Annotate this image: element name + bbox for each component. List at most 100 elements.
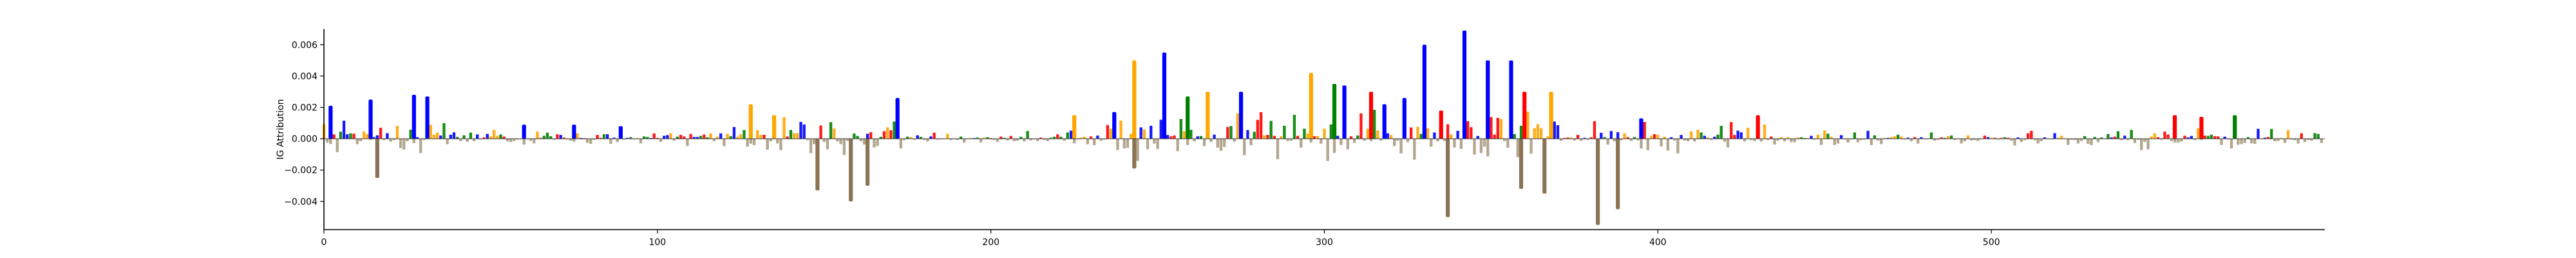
attribution-mark <box>1826 134 1830 139</box>
attribution-mark <box>1796 137 1799 139</box>
attribution-peak <box>1368 92 1374 139</box>
attribution-mark <box>529 139 533 141</box>
attribution-mark <box>1296 135 1300 139</box>
attribution-mark <box>749 139 753 144</box>
attribution-mark <box>859 139 862 142</box>
attribution-mark <box>585 139 589 143</box>
attribution-mark <box>1222 139 1226 147</box>
attribution-mark <box>686 139 689 146</box>
attribution-mark <box>2293 139 2297 141</box>
attribution-peak <box>1616 139 1620 210</box>
attribution-mark <box>1819 139 1823 145</box>
attribution-mark <box>1312 136 1316 139</box>
attribution-mark <box>1202 139 1206 146</box>
attribution-mark <box>679 135 683 139</box>
attribution-mark <box>1646 139 1649 150</box>
attribution-mark <box>1513 134 1516 139</box>
attribution-mark <box>469 132 473 139</box>
attribution-mark <box>1736 130 1739 139</box>
attribution-mark <box>1189 130 1193 139</box>
attribution-mark <box>1600 132 1603 139</box>
attribution-mark <box>1806 137 1810 139</box>
attribution-mark <box>1482 139 1486 147</box>
attribution-mark <box>1129 134 1133 139</box>
attribution-peak <box>1756 115 1760 139</box>
attribution-mark <box>2153 133 2157 139</box>
attribution-mark <box>1096 135 1099 139</box>
attribution-mark <box>462 135 466 139</box>
attribution-mark <box>1609 131 1613 139</box>
y-axis-label: IG Attribution <box>276 99 286 160</box>
attribution-mark <box>1499 119 1503 139</box>
attribution-mark <box>1213 134 1216 139</box>
attribution-mark <box>1676 139 1680 154</box>
x-axis-ticks: 0 100 200 300 400 500 <box>321 230 2000 248</box>
attribution-mark <box>789 130 793 139</box>
attribution-mark <box>605 134 609 139</box>
attribution-mark <box>369 139 372 141</box>
attribution-mark <box>1039 137 1043 139</box>
attribution-mark <box>2150 136 2153 139</box>
attribution-mark <box>2146 139 2150 150</box>
attribution-peak <box>1332 84 1337 139</box>
attribution-mark <box>559 135 562 139</box>
attribution-mark <box>1209 139 1213 143</box>
attribution-mark <box>1116 139 1119 150</box>
attribution-mark <box>656 137 659 139</box>
attribution-mark <box>1466 121 1470 139</box>
attribution-mark <box>1643 122 1646 139</box>
attribution-mark <box>1219 139 1223 151</box>
attribution-mark <box>879 137 882 139</box>
attribution-peak <box>1639 118 1643 139</box>
attribution-mark <box>739 134 743 139</box>
attribution-mark <box>2083 136 2087 139</box>
attribution-peak <box>815 139 820 191</box>
attribution-mark <box>1446 124 1450 139</box>
attribution-mark <box>2107 134 2110 139</box>
attribution-mark <box>1300 139 1303 148</box>
axes: −0.004 −0.002 0.000 0.002 0.004 0.006 0 100 200… <box>284 29 2325 248</box>
attribution-mark <box>1036 139 1039 141</box>
attribution-mark <box>1236 113 1240 139</box>
attribution-mark <box>1726 139 1730 148</box>
attribution-mark <box>1700 132 1703 139</box>
attribution-peak <box>895 97 900 139</box>
attribution-mark <box>359 139 363 141</box>
attribution-mark <box>1393 139 1396 146</box>
attribution-mark <box>1476 135 1479 139</box>
attribution-mark <box>1620 139 1623 141</box>
attribution-mark <box>2116 131 2120 139</box>
attribution-mark <box>2246 137 2250 139</box>
attribution-mark <box>1516 139 1520 157</box>
attribution-mark <box>1640 139 1643 149</box>
attribution-mark <box>886 127 889 139</box>
attribution-mark <box>1243 139 1246 155</box>
attribution-mark <box>1986 137 1990 139</box>
attribution-mark <box>2183 135 2186 139</box>
attribution-mark <box>349 133 352 139</box>
attribution-mark <box>1349 136 1353 139</box>
attribution-mark <box>1170 136 1173 139</box>
attribution-peak <box>865 139 870 186</box>
attribution-mark <box>786 136 789 139</box>
attribution-mark <box>1263 135 1266 139</box>
attribution-mark <box>2320 139 2323 143</box>
attribution-mark <box>999 136 1003 139</box>
attribution-mark <box>422 139 426 140</box>
attribution-mark <box>1356 135 1359 139</box>
attribution-mark <box>2226 139 2230 140</box>
attribution-mark <box>646 137 649 139</box>
attribution-mark <box>1293 115 1296 139</box>
attribution-mark <box>2087 139 2090 144</box>
attribution-mark <box>1983 135 1986 139</box>
attribution-mark <box>1810 135 1813 139</box>
attribution-mark <box>1122 139 1126 149</box>
attribution-mark <box>2193 139 2197 141</box>
attribution-mark <box>1886 137 1889 139</box>
attribution-mark <box>602 134 606 139</box>
attribution-mark <box>2186 137 2190 139</box>
attribution-mark <box>2040 139 2043 141</box>
attribution-mark <box>1246 130 1249 139</box>
negative-attribution-marks <box>326 139 2323 225</box>
attribution-mark <box>1673 139 1676 141</box>
